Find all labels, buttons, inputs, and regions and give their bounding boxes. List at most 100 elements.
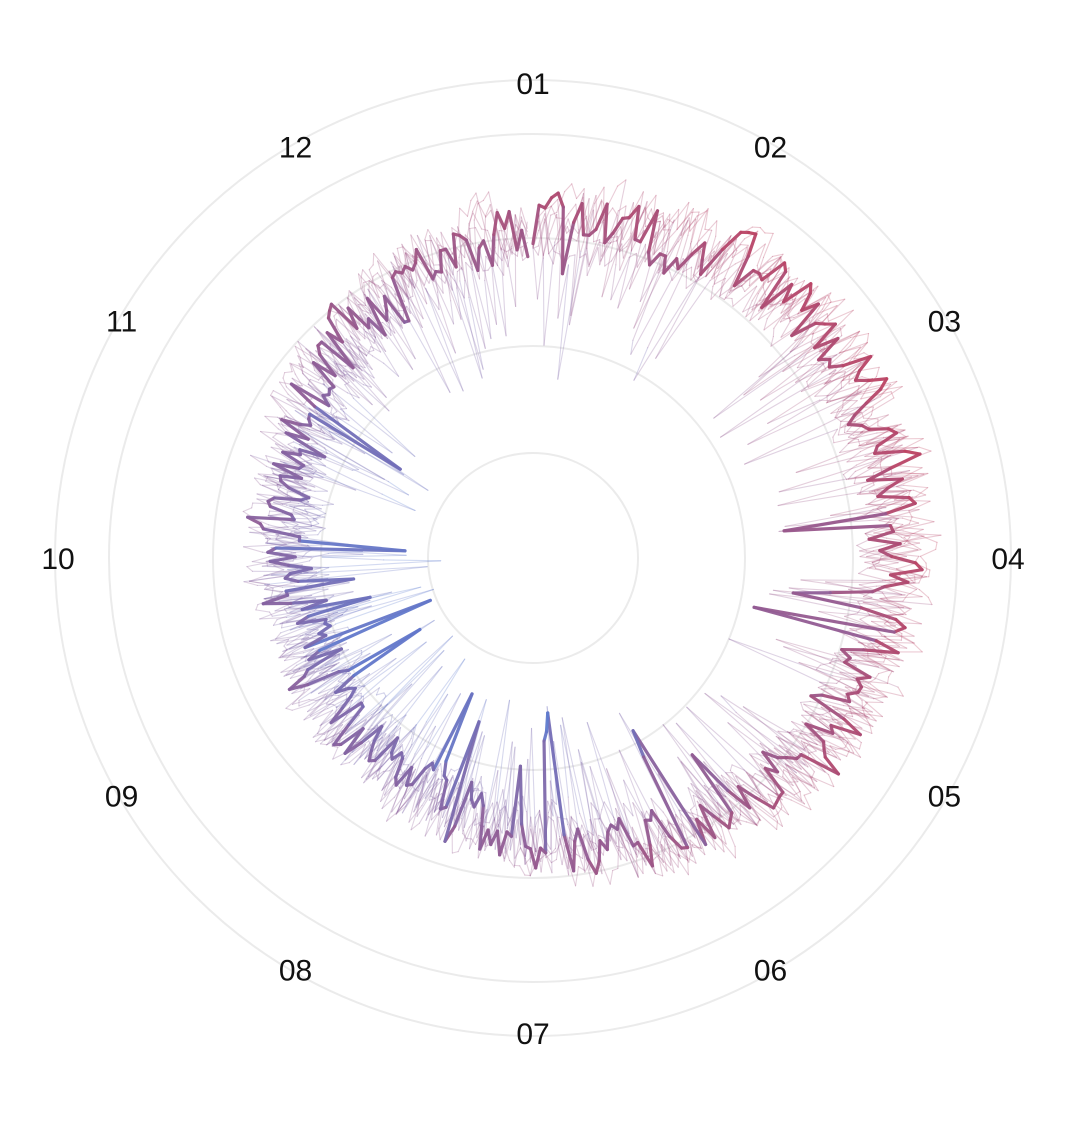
series-segment [635,252,638,268]
series-segment [321,556,385,561]
series-segment [875,366,880,377]
series-segment [838,331,860,354]
series-segment [259,484,300,500]
series-segment [839,346,861,354]
series-segment [261,484,287,497]
series-segment [728,800,742,826]
series-segment [243,546,263,553]
series-segment [263,475,282,487]
series-segment [876,500,886,510]
series-segment [859,712,883,718]
series-segment [865,503,911,506]
series-segment [298,620,335,628]
series-segment [879,383,892,398]
series-segment [840,647,852,660]
series-segment [800,368,827,393]
series-segment [343,411,348,420]
series-segment [323,716,352,735]
series-segment [719,282,723,297]
series-segment [331,745,339,748]
series-segment [341,609,348,616]
series-segment [667,218,674,224]
series-segment [880,444,894,449]
series-segment [305,348,334,381]
series-segment [857,597,873,603]
series-segment [847,431,864,445]
series-segment [410,793,423,831]
series-segment [601,213,606,257]
series-segment [619,226,624,241]
series-segment [872,561,897,570]
series-segment [500,247,509,268]
series-segment [796,364,812,369]
series-segment [302,489,312,493]
series-segment [731,297,734,307]
series-segment [732,285,758,307]
series-segment [506,240,512,260]
series-segment [411,733,415,746]
series-segment [594,186,605,204]
series-segment [294,345,320,362]
month-label-08: 08 [279,954,312,987]
series-segment [321,426,405,476]
series-segment [742,706,801,755]
series-segment [473,219,477,263]
series-segment [842,371,846,381]
series-line-5 [256,186,929,887]
series-segment [517,809,522,846]
series-segment [826,392,860,403]
series-segment [250,454,267,467]
series-segment [728,284,743,294]
series-segment [859,618,873,629]
series-segment [427,802,439,816]
series-segment [376,272,403,309]
series-segment [414,788,420,792]
series-segment [323,729,344,742]
series-segment [328,430,334,440]
series-segment [345,693,348,701]
series-segment [451,232,458,269]
series-segment [878,377,889,391]
series-segment [859,486,863,495]
series-segment [388,666,443,737]
series-segment [782,512,888,533]
series-segment [814,394,829,397]
series-segment [586,247,599,277]
series-segment [862,601,904,615]
series-segment [382,770,390,772]
series-segment [641,811,666,853]
series-segment [317,443,359,471]
series-segment [585,217,591,233]
series-segment [307,378,311,385]
series-segment [834,409,840,419]
series-segment [776,763,794,787]
series-segment [903,528,924,538]
series-segment [291,704,310,711]
series-segment [810,776,816,789]
series-segment [302,430,328,441]
series-segment [294,373,303,387]
series-segment [257,473,280,486]
series-segment [301,624,323,636]
series-segment [408,796,417,823]
series-segment [854,454,891,472]
series-segment [864,387,883,405]
series-segment [313,326,390,412]
series-segment [318,668,352,695]
series-segment [903,536,912,544]
series-segment [375,687,380,696]
series-segment [308,518,318,523]
series-segment [817,336,840,362]
series-segment [268,611,273,617]
series-segment [310,521,313,527]
series-segment [799,732,817,752]
series-segment [282,377,287,388]
series-segment [778,446,919,493]
series-segment [570,816,578,824]
series-segment [921,569,928,577]
series-segment [442,759,448,778]
series-segment [290,363,320,381]
series-segment [767,256,782,263]
series-segment [427,777,440,816]
series-segment [754,796,776,810]
